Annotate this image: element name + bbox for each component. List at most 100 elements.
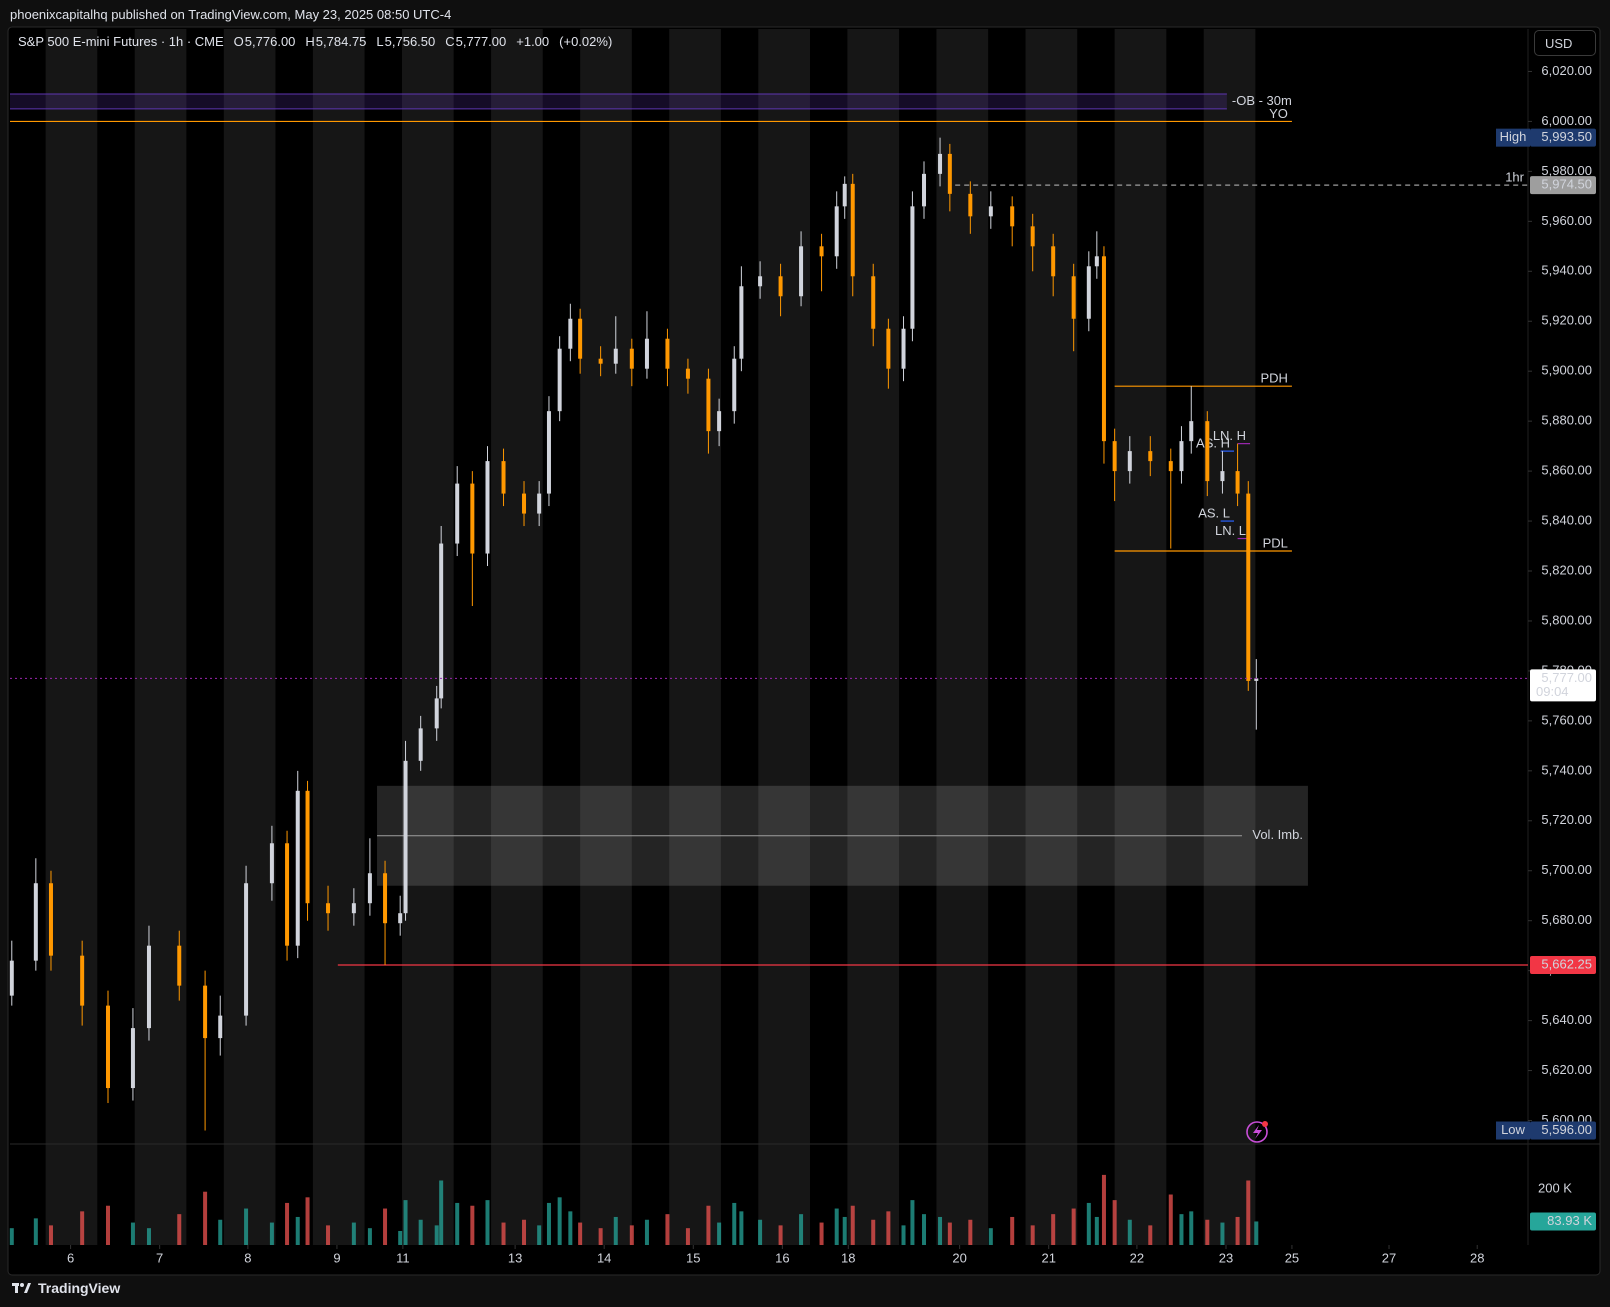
- volume-bar: [1254, 1221, 1259, 1245]
- volume-bar: [568, 1211, 573, 1245]
- candle-body: [1254, 678, 1259, 681]
- volume-bar: [546, 1202, 551, 1245]
- x-tick-label: 22: [1130, 1250, 1144, 1265]
- candle-body: [886, 328, 891, 369]
- candle-body: [295, 790, 300, 946]
- candle-body: [578, 318, 583, 359]
- volume-bar: [1235, 1216, 1240, 1245]
- replay-icon-dot: [1262, 1121, 1268, 1127]
- x-tick-label: 9: [333, 1250, 340, 1265]
- candle-body: [842, 183, 847, 207]
- candle-body: [80, 955, 85, 1006]
- level-label: PDL: [1263, 535, 1288, 550]
- volume-bar: [295, 1216, 300, 1245]
- candle-body: [988, 206, 993, 217]
- candle-body: [537, 493, 542, 514]
- session-band: [669, 29, 721, 1245]
- candle-body: [1101, 256, 1106, 442]
- x-tick-label: 14: [597, 1250, 611, 1265]
- candle-body: [522, 493, 527, 514]
- x-tick-label: 23: [1219, 1250, 1233, 1265]
- candle-body: [732, 358, 737, 412]
- extreme-value-box: [1530, 128, 1596, 147]
- volume-bar: [383, 1208, 388, 1245]
- volume-bar: [1071, 1208, 1076, 1245]
- currency-button[interactable]: USD: [1534, 30, 1596, 56]
- candle-body: [398, 913, 403, 924]
- x-tick-label: 21: [1041, 1250, 1055, 1265]
- extreme-key-box: [1496, 128, 1530, 147]
- candle-body: [739, 286, 744, 359]
- session-band: [223, 29, 276, 1245]
- candle-body: [546, 411, 551, 494]
- volume-bar: [455, 1202, 460, 1245]
- volume-bar: [988, 1228, 993, 1245]
- session-band: [1114, 29, 1167, 1245]
- y-tick-label: 5,640.00: [1541, 1012, 1592, 1027]
- candle-body: [1127, 451, 1132, 472]
- y-tick-label: 5,800.00: [1541, 612, 1592, 627]
- level-label: LN. H: [1213, 428, 1246, 443]
- candle-body: [1010, 206, 1015, 227]
- candle-body: [418, 728, 423, 761]
- candle-body: [758, 276, 763, 287]
- volume-bar: [1094, 1216, 1099, 1245]
- volume-tick-label: 200 K: [1538, 1180, 1572, 1195]
- ohlc-item: L5,756.50: [376, 34, 435, 49]
- session-band: [936, 29, 989, 1245]
- candle-body: [403, 760, 408, 914]
- candle-body: [105, 1005, 110, 1089]
- extreme-key: High: [1500, 129, 1527, 144]
- volume-bar: [717, 1222, 722, 1245]
- x-tick-label: 15: [686, 1250, 700, 1265]
- change-percent: (+0.02%): [559, 34, 613, 49]
- x-tick-label: 18: [841, 1250, 855, 1265]
- candle-body: [269, 843, 274, 884]
- session-band: [847, 29, 900, 1245]
- candle-body: [48, 883, 53, 956]
- level-label: PDH: [1260, 371, 1287, 386]
- volume-bar: [470, 1205, 475, 1245]
- volume-bar: [850, 1205, 855, 1245]
- y-tick-label: 5,740.00: [1541, 762, 1592, 777]
- candle-body: [1030, 226, 1035, 247]
- candle-body: [1112, 441, 1117, 472]
- extreme-value: 5,596.00: [1541, 1122, 1592, 1137]
- session-band: [1025, 29, 1078, 1245]
- volume-bar: [1127, 1219, 1132, 1245]
- y-tick-label: 5,620.00: [1541, 1062, 1592, 1077]
- candle-body: [871, 276, 876, 329]
- y-tick-label: 5,840.00: [1541, 512, 1592, 527]
- candle-body: [799, 246, 804, 297]
- candle-body: [455, 483, 460, 544]
- candle-body: [1168, 461, 1173, 472]
- volume-bar: [758, 1219, 763, 1245]
- candle-body: [665, 338, 670, 369]
- y-tick-label: 5,680.00: [1541, 912, 1592, 927]
- candle-body: [305, 790, 310, 904]
- session-band: [758, 29, 810, 1245]
- volume-bar: [9, 1228, 14, 1245]
- volume-bar: [1246, 1180, 1251, 1245]
- y-tick-label: 5,820.00: [1541, 562, 1592, 577]
- replay-icon-bolt: [1253, 1125, 1262, 1139]
- x-tick-label: 25: [1285, 1250, 1299, 1265]
- candle-body: [1051, 246, 1056, 277]
- ohlc-value: 5,776.00: [244, 34, 296, 49]
- y-tick-label: 5,880.00: [1541, 413, 1592, 428]
- volume-last-tag: 83.93 K: [1547, 1213, 1592, 1228]
- volume-bar: [799, 1214, 804, 1245]
- candle-body: [33, 883, 38, 961]
- ohlc-value: 5,756.50: [384, 34, 436, 49]
- volume-bar: [1086, 1202, 1091, 1245]
- session-band: [312, 29, 365, 1245]
- volume-bar: [285, 1202, 290, 1245]
- zone-label: Vol. Imb.: [1252, 827, 1303, 842]
- volume-bar: [968, 1219, 973, 1245]
- volume-bar: [901, 1225, 906, 1245]
- candle-body: [1189, 421, 1194, 442]
- candle-body: [778, 276, 783, 297]
- candle-body: [717, 411, 722, 432]
- y-tick-label: 5,900.00: [1541, 363, 1592, 378]
